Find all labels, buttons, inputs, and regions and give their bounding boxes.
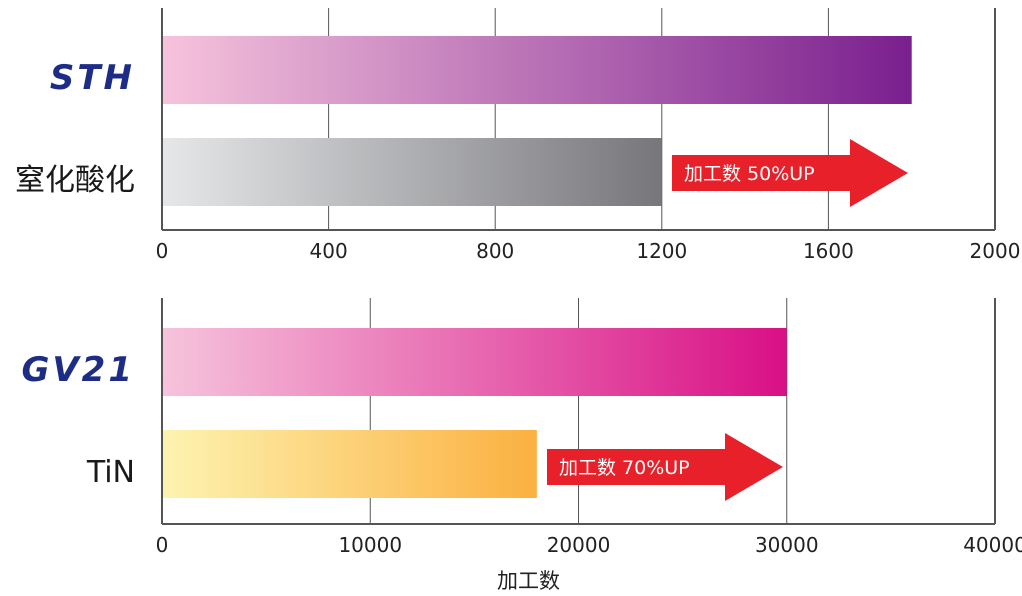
tick-label: 10000 — [338, 533, 402, 557]
tick-label: 40000 — [963, 533, 1022, 557]
annotation-label: 加工数 70%UP — [559, 457, 690, 479]
tick-label: 20000 — [547, 533, 611, 557]
tick-label: 400 — [310, 239, 348, 263]
bar-1 — [163, 328, 787, 396]
tick-label: 1200 — [636, 239, 687, 263]
tick-label: 0 — [156, 239, 169, 263]
category-label: STH — [50, 58, 135, 98]
category-label: GV21 — [21, 350, 135, 390]
tick-label: 0 — [156, 533, 169, 557]
bar-1 — [163, 36, 912, 104]
annotation-label: 加工数 50%UP — [684, 163, 815, 185]
annotation-arrow — [547, 433, 783, 501]
x-axis-label: 加工数 — [497, 569, 560, 592]
chart-panel-1: STH 窒化酸化 0 400 800 1200 1600 2000 加工数 50%UP — [15, 8, 1020, 263]
annotation-arrow — [672, 139, 908, 207]
category-label: TiN — [86, 455, 135, 490]
tick-label: 2000 — [970, 239, 1021, 263]
chart-panel-2: GV21 TiN 0 10000 20000 30000 40000 加工数 70%UP 加工数 — [21, 298, 1022, 593]
bar-2 — [163, 430, 537, 498]
bar-2 — [163, 138, 662, 206]
tick-label: 30000 — [755, 533, 819, 557]
tick-label: 800 — [476, 239, 514, 263]
category-label: 窒化酸化 — [15, 163, 135, 198]
tick-label: 1600 — [803, 239, 854, 263]
